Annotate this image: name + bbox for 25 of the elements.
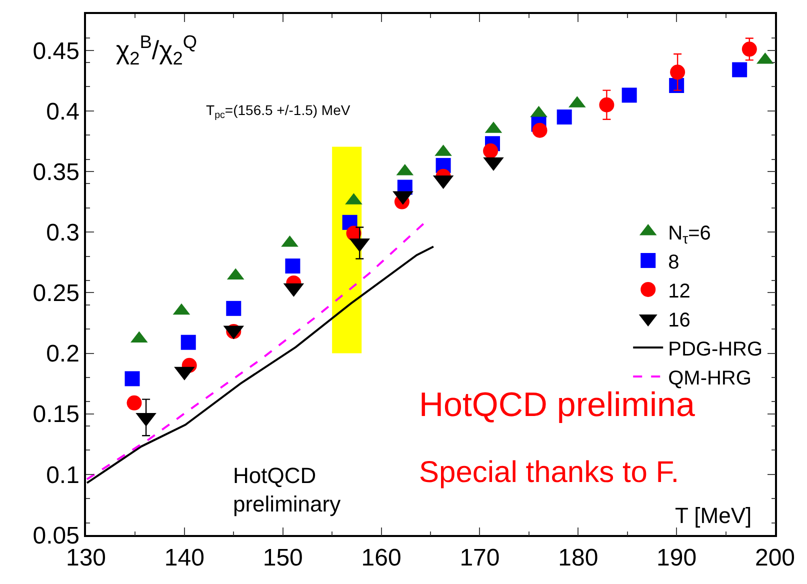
legend-label: QM-HRG bbox=[668, 367, 752, 390]
x-tick-label: 190 bbox=[656, 544, 697, 572]
y-tick-label: 0.4 bbox=[46, 98, 80, 126]
y-tick-label: 0.15 bbox=[32, 401, 80, 428]
y-tick-label: 0.45 bbox=[32, 38, 80, 65]
y-tick-label: 0.1 bbox=[46, 462, 80, 489]
x-tick-label: 200 bbox=[754, 544, 796, 572]
x-axis-title: T [MeV] bbox=[675, 503, 752, 528]
x-tick-label: 150 bbox=[262, 544, 303, 572]
y-tick-label: 0.2 bbox=[46, 340, 80, 368]
x-tick-label: 140 bbox=[164, 544, 204, 572]
legend-label: N$_{τ}$=6 bbox=[668, 222, 711, 246]
legend-label: PDG-HRG bbox=[668, 338, 763, 360]
legend-label: 16 bbox=[668, 309, 690, 332]
x-tick-label: 160 bbox=[361, 544, 402, 572]
legend-label: 12 bbox=[668, 280, 690, 302]
annotation: HotQCD preliminary bbox=[233, 463, 341, 517]
legend-label: 8 bbox=[668, 251, 680, 274]
annotation: Special thanks to F. bbox=[419, 456, 680, 489]
x-tick-label: 170 bbox=[460, 544, 500, 572]
y-tick-label: 0.25 bbox=[32, 280, 80, 308]
y-tick-label: 0.3 bbox=[46, 219, 80, 246]
y-tick-label: 0.35 bbox=[32, 158, 80, 186]
x-tick-label: 180 bbox=[558, 544, 598, 572]
annotation: T$_{pc}$=(156.5 +/-1.5) MeV bbox=[206, 102, 351, 121]
